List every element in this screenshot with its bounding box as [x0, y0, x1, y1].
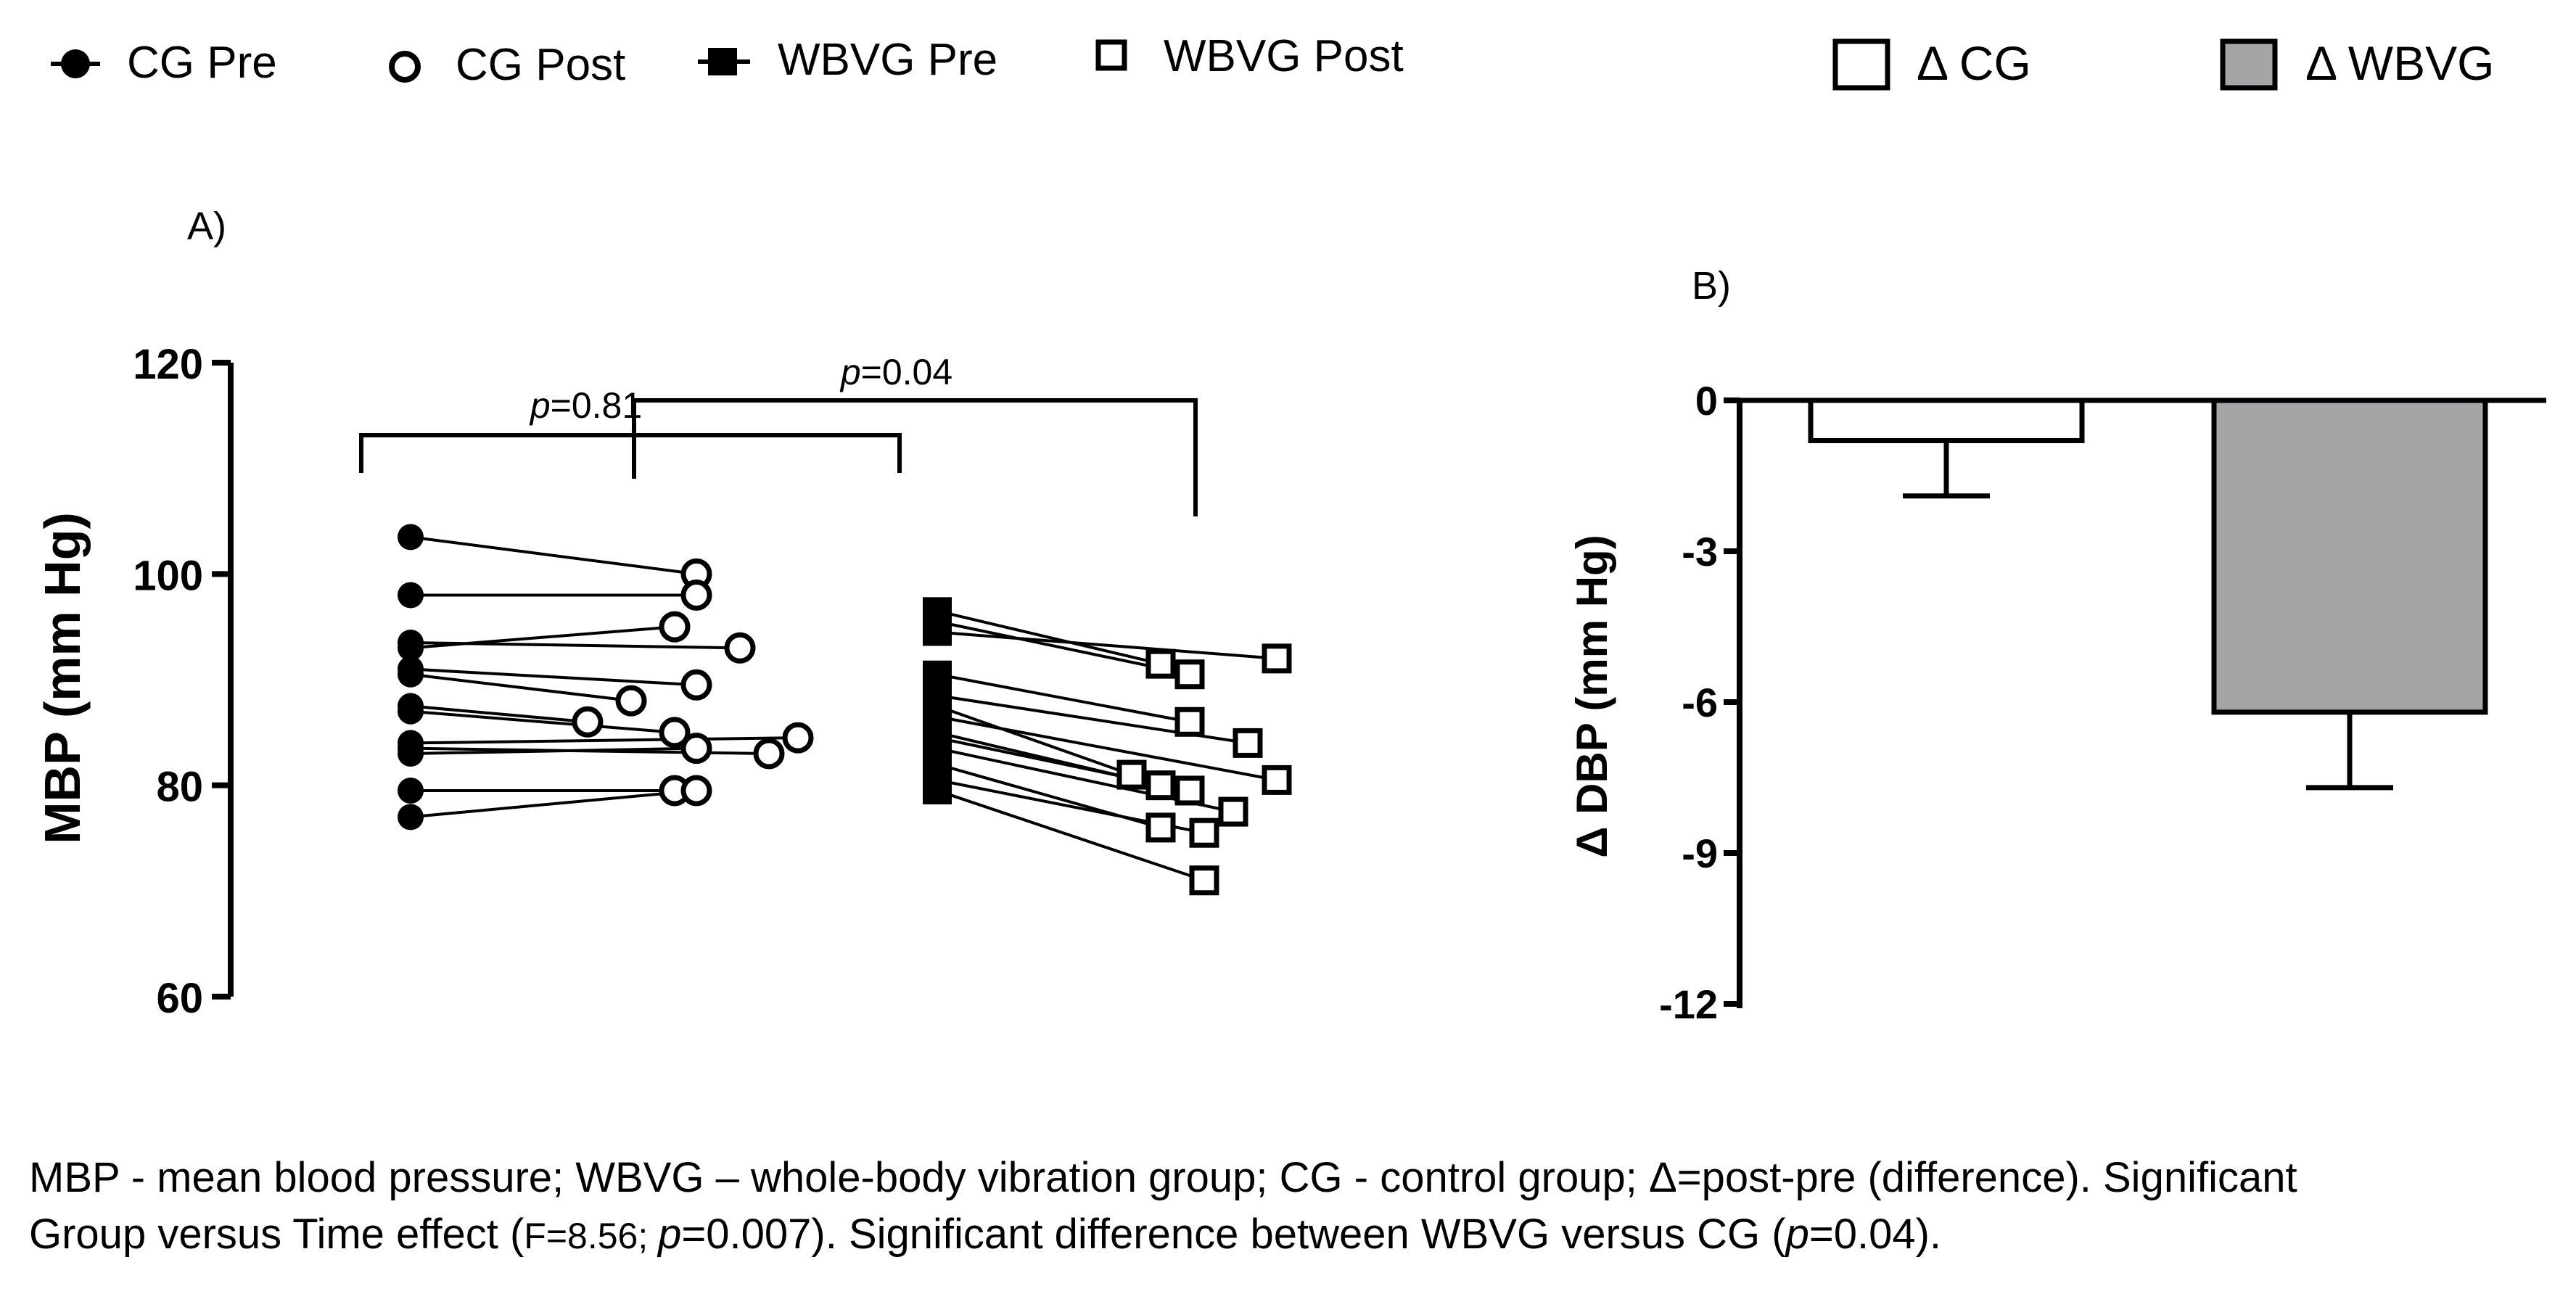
- panel-a-points: [398, 524, 1292, 896]
- cg-pre-point: [398, 804, 424, 831]
- cg-pre-point: [398, 740, 424, 767]
- y-tick-label: -9: [1682, 831, 1718, 876]
- cg-post-point: [572, 706, 604, 738]
- open-circle-icon: [389, 51, 421, 83]
- paired-line: [410, 736, 799, 745]
- wbvg-post-point: [1218, 796, 1248, 827]
- wbvg-post-point: [1189, 865, 1219, 896]
- legend-label: CG Post: [456, 40, 625, 90]
- wbvg-post-point: [1174, 775, 1205, 806]
- y-tick-label: -12: [1659, 981, 1718, 1027]
- paired-line: [410, 746, 697, 755]
- cg-post-point: [680, 579, 712, 611]
- y-tick-label: 60: [156, 975, 203, 1022]
- legend-label: WBVG Post: [1164, 31, 1404, 81]
- cg-post-point: [680, 775, 712, 807]
- paired-line: [410, 709, 675, 734]
- legend-item-delta-wbvg: Δ WBVG: [2220, 36, 2494, 91]
- paired-line: [937, 715, 1277, 782]
- wbvg-post-point: [1262, 643, 1292, 674]
- cg-pre-point: [398, 582, 424, 609]
- paired-line: [410, 625, 675, 650]
- cg-post-point: [659, 717, 691, 749]
- legend-item-wbvg-pre: WBVG Pre: [698, 35, 997, 85]
- paired-line: [410, 535, 697, 576]
- cg-post-point: [615, 685, 647, 717]
- panel-a-y-axis-label: MBP (mm Hg): [34, 512, 91, 844]
- cg-pre-point: [398, 777, 424, 804]
- paired-line: [410, 788, 697, 819]
- open-box-icon: [1832, 38, 1890, 91]
- panel-b-label: B): [1692, 264, 1731, 308]
- wbvg-post-point: [1116, 759, 1147, 790]
- legend-item-cg-pre: CG Pre: [51, 38, 277, 88]
- filled-circle-icon: [61, 49, 90, 78]
- y-tick-label: 120: [133, 341, 203, 388]
- legend-item-delta-cg: Δ CG: [1832, 36, 2031, 91]
- wbvg-post-point: [1174, 706, 1205, 737]
- panel-b: B) Δ DBP (mm Hg) 0 -3 -6 -9 -12: [1568, 264, 2546, 1027]
- paired-line: [410, 704, 588, 724]
- panel-b-y-ticks: 0 -3 -6 -9 -12: [1659, 378, 1740, 1027]
- cg-post-point: [753, 738, 785, 770]
- panel-b-y-axis-label: Δ DBP (mm Hg): [1568, 535, 1616, 857]
- bar-delta-wbvg: [2211, 397, 2488, 715]
- caption-line-2: Group versus Time effect (F=8.56; p=0.00…: [29, 1211, 1942, 1258]
- y-tick-label: -3: [1682, 529, 1718, 574]
- legend-item-wbvg-post: WBVG Post: [1095, 31, 1404, 81]
- panel-a-y-ticks: 60 80 100 120: [133, 341, 231, 1022]
- panel-a: A) MBP (mm Hg) 60 80 100 120 p=0.81 p=0.04: [34, 205, 1292, 1022]
- wbvg-post-point: [1145, 812, 1176, 843]
- cg-pre-point: [398, 635, 424, 662]
- significance-bracket-cg: p=0.81: [359, 385, 902, 479]
- p-value-annotation: p=0.04: [839, 352, 952, 392]
- paired-line: [937, 672, 1190, 724]
- gray-box-icon: [2220, 38, 2278, 91]
- filled-square-icon: [708, 48, 737, 75]
- paired-line: [937, 630, 1277, 660]
- paired-line: [410, 667, 697, 687]
- wbvg-post-point: [1189, 817, 1219, 848]
- wbvg-post-point: [1145, 770, 1176, 801]
- wbvg-post-point: [1233, 728, 1263, 758]
- y-tick-label: 0: [1695, 378, 1718, 424]
- legend: CG Pre CG Post WBVG Pre WBVG Post Δ CG Δ…: [51, 31, 2494, 91]
- y-tick-label: 80: [156, 764, 203, 811]
- wbvg-post-point: [1145, 648, 1176, 679]
- open-square-icon: [1095, 39, 1127, 71]
- paired-line: [937, 789, 1205, 882]
- wbvg-post-point: [1174, 659, 1205, 690]
- panel-a-label: A): [187, 205, 226, 248]
- cg-post-point: [724, 632, 756, 664]
- legend-item-cg-post: CG Post: [389, 40, 625, 90]
- figure-caption: MBP - mean blood pressure; WBVG – whole-…: [29, 1150, 2554, 1264]
- legend-label: Δ CG: [1917, 36, 2031, 90]
- wbvg-pre-point: [923, 618, 952, 646]
- wbvg-post-point: [1262, 765, 1292, 795]
- paired-line: [937, 704, 1132, 776]
- paired-line: [937, 609, 1161, 666]
- bracket-line: [632, 398, 1198, 516]
- cg-post-point: [680, 733, 712, 765]
- cg-pre-point: [398, 698, 424, 725]
- caption-line-1: MBP - mean blood pressure; WBVG – whole-…: [29, 1154, 2297, 1201]
- cg-post-point: [680, 669, 712, 701]
- legend-label: WBVG Pre: [778, 35, 997, 85]
- legend-label: CG Pre: [127, 38, 277, 88]
- cg-post-point: [659, 611, 691, 643]
- y-tick-label: -6: [1682, 680, 1718, 725]
- wbvg-pre-point: [923, 776, 952, 804]
- y-tick-label: 100: [133, 552, 203, 599]
- legend-label: Δ WBVG: [2305, 36, 2494, 90]
- paired-line: [410, 672, 632, 703]
- cg-pre-point: [398, 661, 424, 688]
- p-value-annotation: p=0.81: [529, 385, 642, 426]
- cg-pre-point: [398, 524, 424, 551]
- bar-delta-cg: [1808, 397, 2085, 443]
- bracket-line: [359, 433, 902, 473]
- cg-post-point: [782, 722, 814, 754]
- panel-b-bars: [1808, 397, 2488, 791]
- significance-bracket-group: p=0.04: [632, 352, 1198, 516]
